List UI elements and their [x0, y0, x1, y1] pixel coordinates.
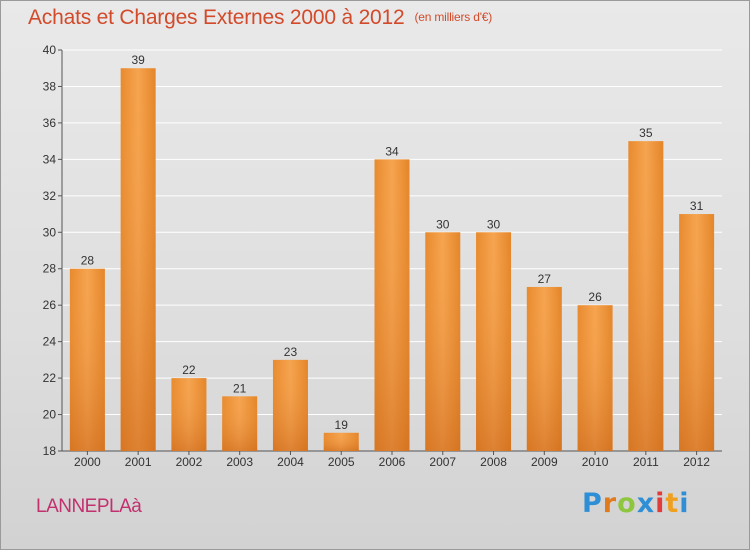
y-tick-label: 18 [43, 444, 57, 458]
value-label-2002: 22 [182, 363, 196, 377]
value-label-2007: 30 [436, 217, 450, 231]
value-label-2004: 23 [284, 345, 298, 359]
bar-shade-2007 [425, 232, 461, 451]
proxiti-logo: Proxiti [582, 488, 690, 519]
x-tick-label-2007: 2007 [429, 455, 456, 469]
value-label-2005: 19 [335, 418, 349, 432]
commune-name: LANNEPLAà [36, 496, 142, 517]
x-tick-label-2004: 2004 [277, 455, 304, 469]
x-tick-label-2000: 2000 [74, 455, 101, 469]
x-tick-label-2008: 2008 [480, 455, 507, 469]
x-tick-label-2002: 2002 [176, 455, 203, 469]
axes: 18 20 22 24 26 28 30 32 34 36 38 40 2000 2001 2002 2003… [43, 43, 722, 469]
value-label-2006: 34 [385, 144, 399, 158]
y-tick-label: 24 [43, 335, 57, 349]
bar-shade-2005 [323, 432, 359, 451]
value-label-2003: 21 [233, 381, 247, 395]
bar-shade-2008 [476, 232, 512, 451]
y-tick-label: 32 [43, 189, 57, 203]
y-tick-label: 34 [43, 152, 57, 166]
value-label-2001: 39 [131, 53, 145, 67]
value-label-2010: 26 [588, 290, 602, 304]
bar-shade-2000 [69, 268, 105, 451]
y-tick-label: 36 [43, 116, 57, 130]
value-label-2011: 35 [639, 126, 653, 140]
bar-shade-2004 [272, 359, 308, 451]
value-label-2000: 28 [81, 254, 95, 268]
value-labels: 28 39 22 21 23 19 34 30 30 27 26 35 31 [81, 53, 704, 432]
bar-shade-2012 [679, 214, 715, 451]
x-tick-label-2010: 2010 [582, 455, 609, 469]
unit-note: (en milliers d'€) [414, 10, 493, 24]
bar-shade-2011 [628, 141, 664, 452]
x-tick-label-2009: 2009 [531, 455, 558, 469]
y-tick-label: 26 [43, 298, 57, 312]
bars [69, 68, 715, 452]
x-tick-label-2012: 2012 [683, 455, 710, 469]
bar-shade-2001 [120, 68, 156, 452]
y-tick-label: 22 [43, 371, 57, 385]
bar-shade-2009 [526, 286, 562, 451]
value-label-2008: 30 [487, 217, 501, 231]
x-tick-label-2006: 2006 [379, 455, 406, 469]
y-tick-label: 40 [43, 43, 57, 57]
x-tick-label-2005: 2005 [328, 455, 355, 469]
x-tick-label-2011: 2011 [633, 455, 659, 469]
y-tick-label: 20 [43, 408, 57, 422]
bar-shade-2002 [171, 378, 207, 451]
chart-title: Achats et Charges Externes 2000 à 2012 (e… [28, 6, 492, 30]
y-tick-label: 38 [43, 79, 57, 93]
bar-shade-2010 [577, 305, 613, 451]
bar-shade-2003 [222, 396, 258, 451]
x-tick-label-2001: 2001 [125, 455, 152, 469]
value-label-2009: 27 [538, 272, 552, 286]
value-label-2012: 31 [690, 199, 704, 213]
bar-shade-2006 [374, 159, 410, 451]
y-tick-label: 30 [43, 225, 57, 239]
y-tick-label: 28 [43, 262, 57, 276]
x-tick-label-2003: 2003 [226, 455, 253, 469]
title-text: Achats et Charges Externes 2000 à 2012 [28, 6, 405, 29]
